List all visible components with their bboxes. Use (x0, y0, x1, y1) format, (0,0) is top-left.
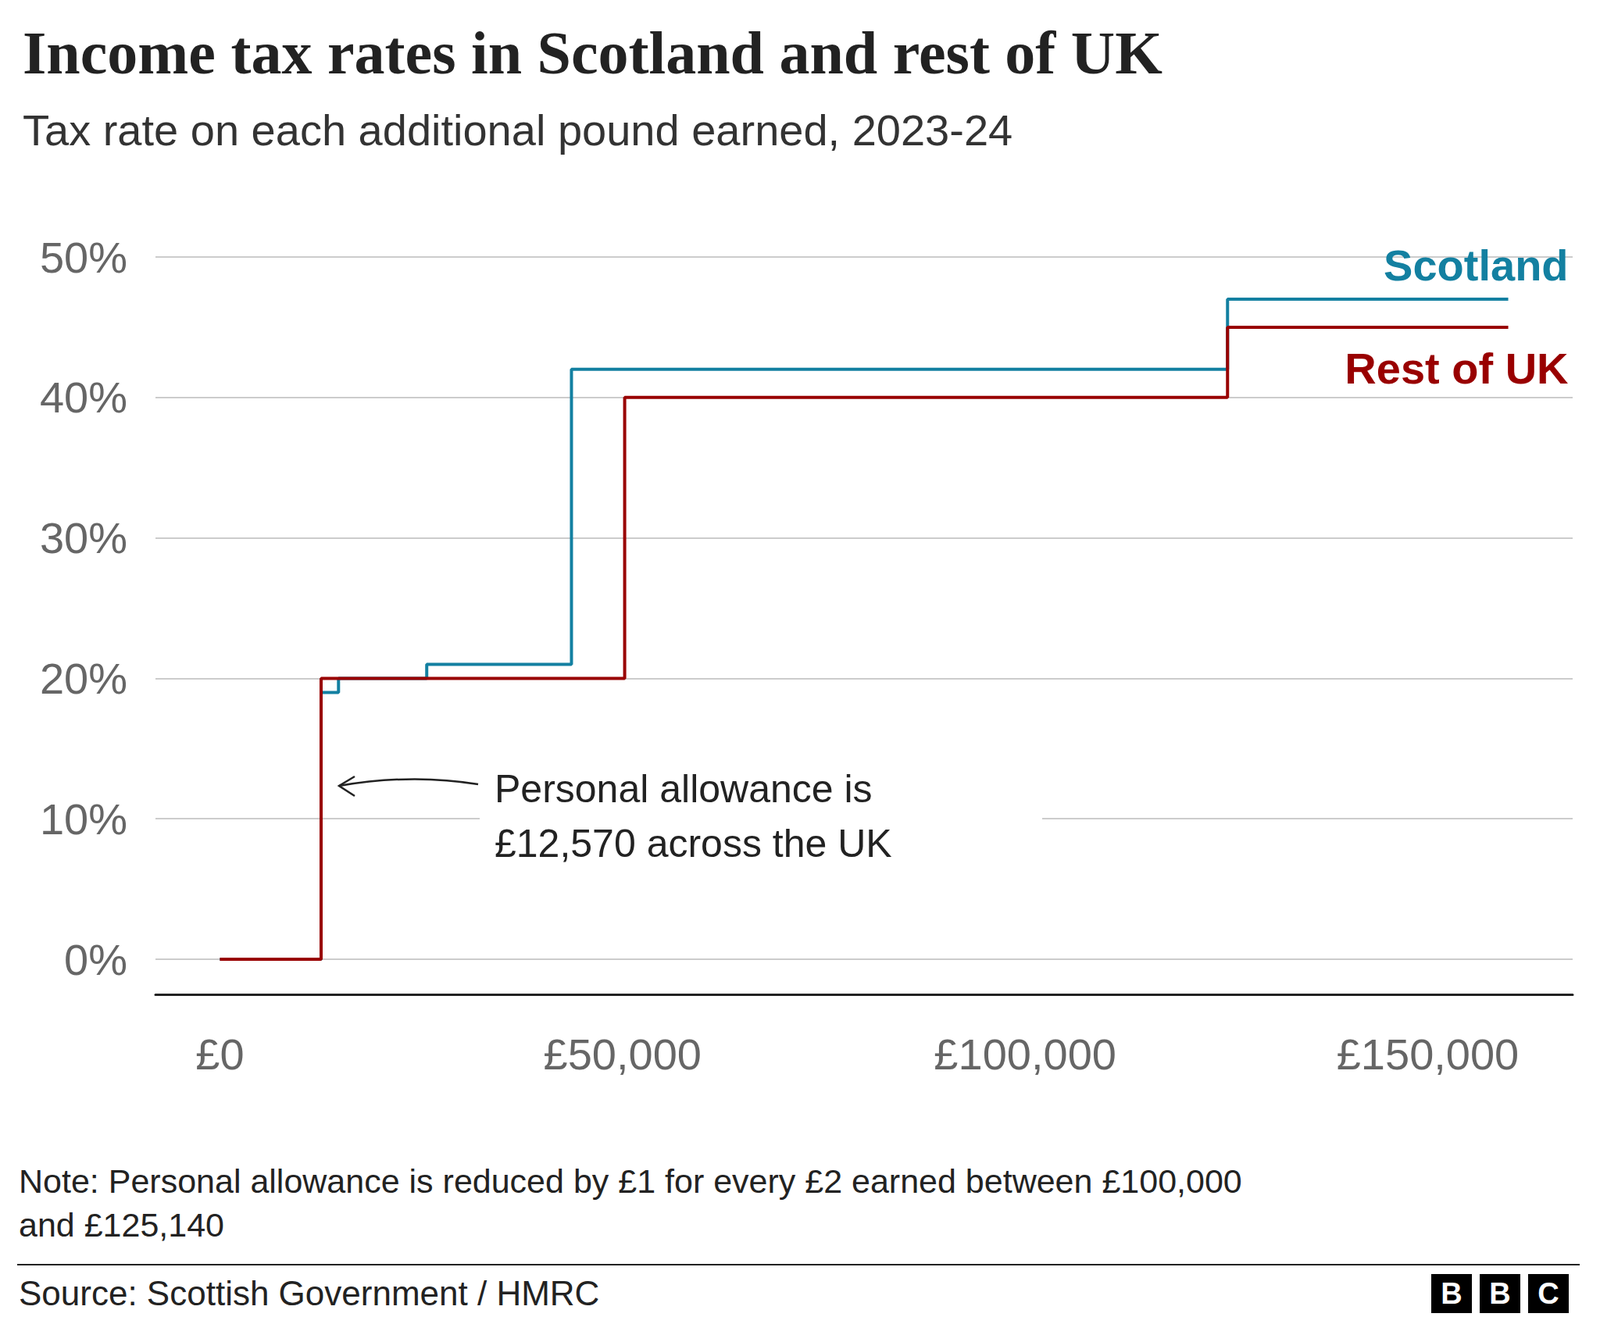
svg-text:£150,000: £150,000 (1336, 1029, 1520, 1079)
svg-text:£100,000: £100,000 (933, 1029, 1117, 1079)
svg-text:20%: 20% (39, 653, 128, 704)
svg-text:B: B (1489, 1277, 1511, 1311)
svg-text:40%: 40% (39, 372, 128, 422)
svg-text:Note: Personal allowance is re: Note: Personal allowance is reduced by £… (18, 1162, 1243, 1200)
svg-text:Income tax rates in Scotland a: Income tax rates in Scotland and rest of… (22, 18, 1163, 87)
svg-text:Rest of UK: Rest of UK (1344, 343, 1568, 393)
svg-text:B: B (1440, 1277, 1462, 1311)
svg-text:Personal allowance is: Personal allowance is (494, 767, 873, 811)
svg-text:C: C (1537, 1277, 1559, 1311)
svg-text:50%: 50% (39, 232, 128, 283)
svg-text:Scotland: Scotland (1383, 240, 1568, 290)
svg-text:£0: £0 (195, 1029, 244, 1079)
svg-text:0%: 0% (64, 935, 128, 985)
svg-text:30%: 30% (39, 513, 128, 563)
svg-text:£12,570 across the UK: £12,570 across the UK (494, 821, 893, 866)
svg-text:£50,000: £50,000 (543, 1029, 702, 1079)
svg-text:and £125,140: and £125,140 (18, 1206, 225, 1244)
svg-text:Source: Scottish Government /: Source: Scottish Government / HMRC (18, 1274, 600, 1313)
svg-text:Tax rate on each additional po: Tax rate on each additional pound earned… (22, 105, 1013, 155)
svg-text:10%: 10% (39, 794, 128, 844)
